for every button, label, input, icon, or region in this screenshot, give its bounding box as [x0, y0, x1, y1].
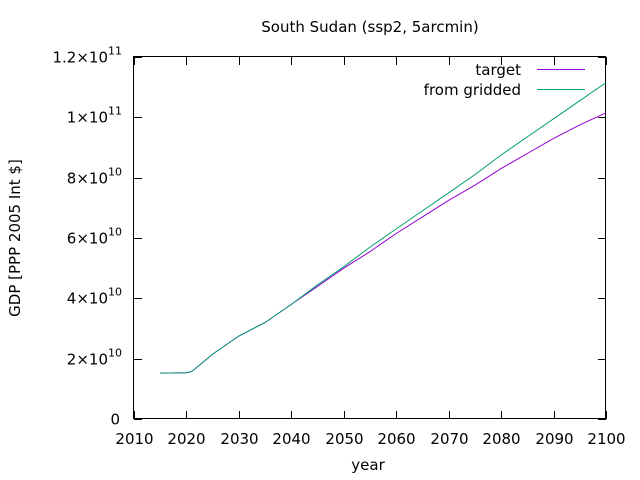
y-tick-label: 2×1010	[67, 347, 122, 369]
y-tick-label: 1.2×1011	[52, 45, 122, 67]
y-tick-mantissa: 1.2×10	[52, 49, 108, 67]
x-axis: 2010 2020 2030 2040 2050 2060 2070 2080 2090 2100	[115, 57, 626, 448]
y-tick-mantissa: 6×10	[67, 230, 108, 248]
x-tick-label: 2070	[430, 430, 468, 448]
y-tick-label: 4×1010	[67, 286, 122, 308]
y-tick-exponent: 10	[108, 166, 122, 179]
legend: target from gridded	[424, 61, 585, 99]
y-tick-exponent: 10	[108, 347, 122, 360]
legend-label: target	[475, 61, 521, 79]
x-tick-label: 2090	[535, 430, 573, 448]
x-tick-label: 2100	[587, 430, 625, 448]
series-line-target	[160, 112, 607, 374]
x-tick-label: 2020	[167, 430, 205, 448]
chart-title: South Sudan (ssp2, 5arcmin)	[261, 18, 478, 36]
y-tick-exponent: 11	[108, 45, 122, 58]
y-tick-exponent: 11	[108, 105, 122, 118]
y-tick-mantissa: 2×10	[67, 351, 108, 369]
y-tick-exponent: 10	[108, 286, 122, 299]
x-axis-label: year	[351, 456, 385, 474]
y-tick-label: 6×1010	[67, 226, 122, 248]
y-axis-label: GDP [PPP 2005 Int $]	[6, 159, 24, 317]
plot-frame	[133, 56, 606, 419]
y-tick-mantissa: 4×10	[67, 290, 108, 308]
y-tick-mantissa: 1×10	[67, 109, 108, 127]
y-tick-label: 8×1010	[67, 166, 122, 188]
x-tick-label: 2080	[482, 430, 520, 448]
x-tick-label: 2060	[377, 430, 415, 448]
y-tick-mantissa: 8×10	[67, 170, 108, 188]
x-tick-label: 2010	[115, 430, 153, 448]
legend-label: from gridded	[424, 81, 521, 99]
x-tick-label: 2040	[272, 430, 310, 448]
x-tick-label: 2050	[325, 430, 363, 448]
y-tick-label: 0	[110, 411, 120, 429]
y-tick-exponent: 10	[108, 226, 122, 239]
series-line-from-gridded	[160, 82, 607, 374]
x-tick-label: 2030	[220, 430, 258, 448]
series-lines	[160, 82, 607, 374]
y-tick-label: 1×1011	[67, 105, 122, 127]
